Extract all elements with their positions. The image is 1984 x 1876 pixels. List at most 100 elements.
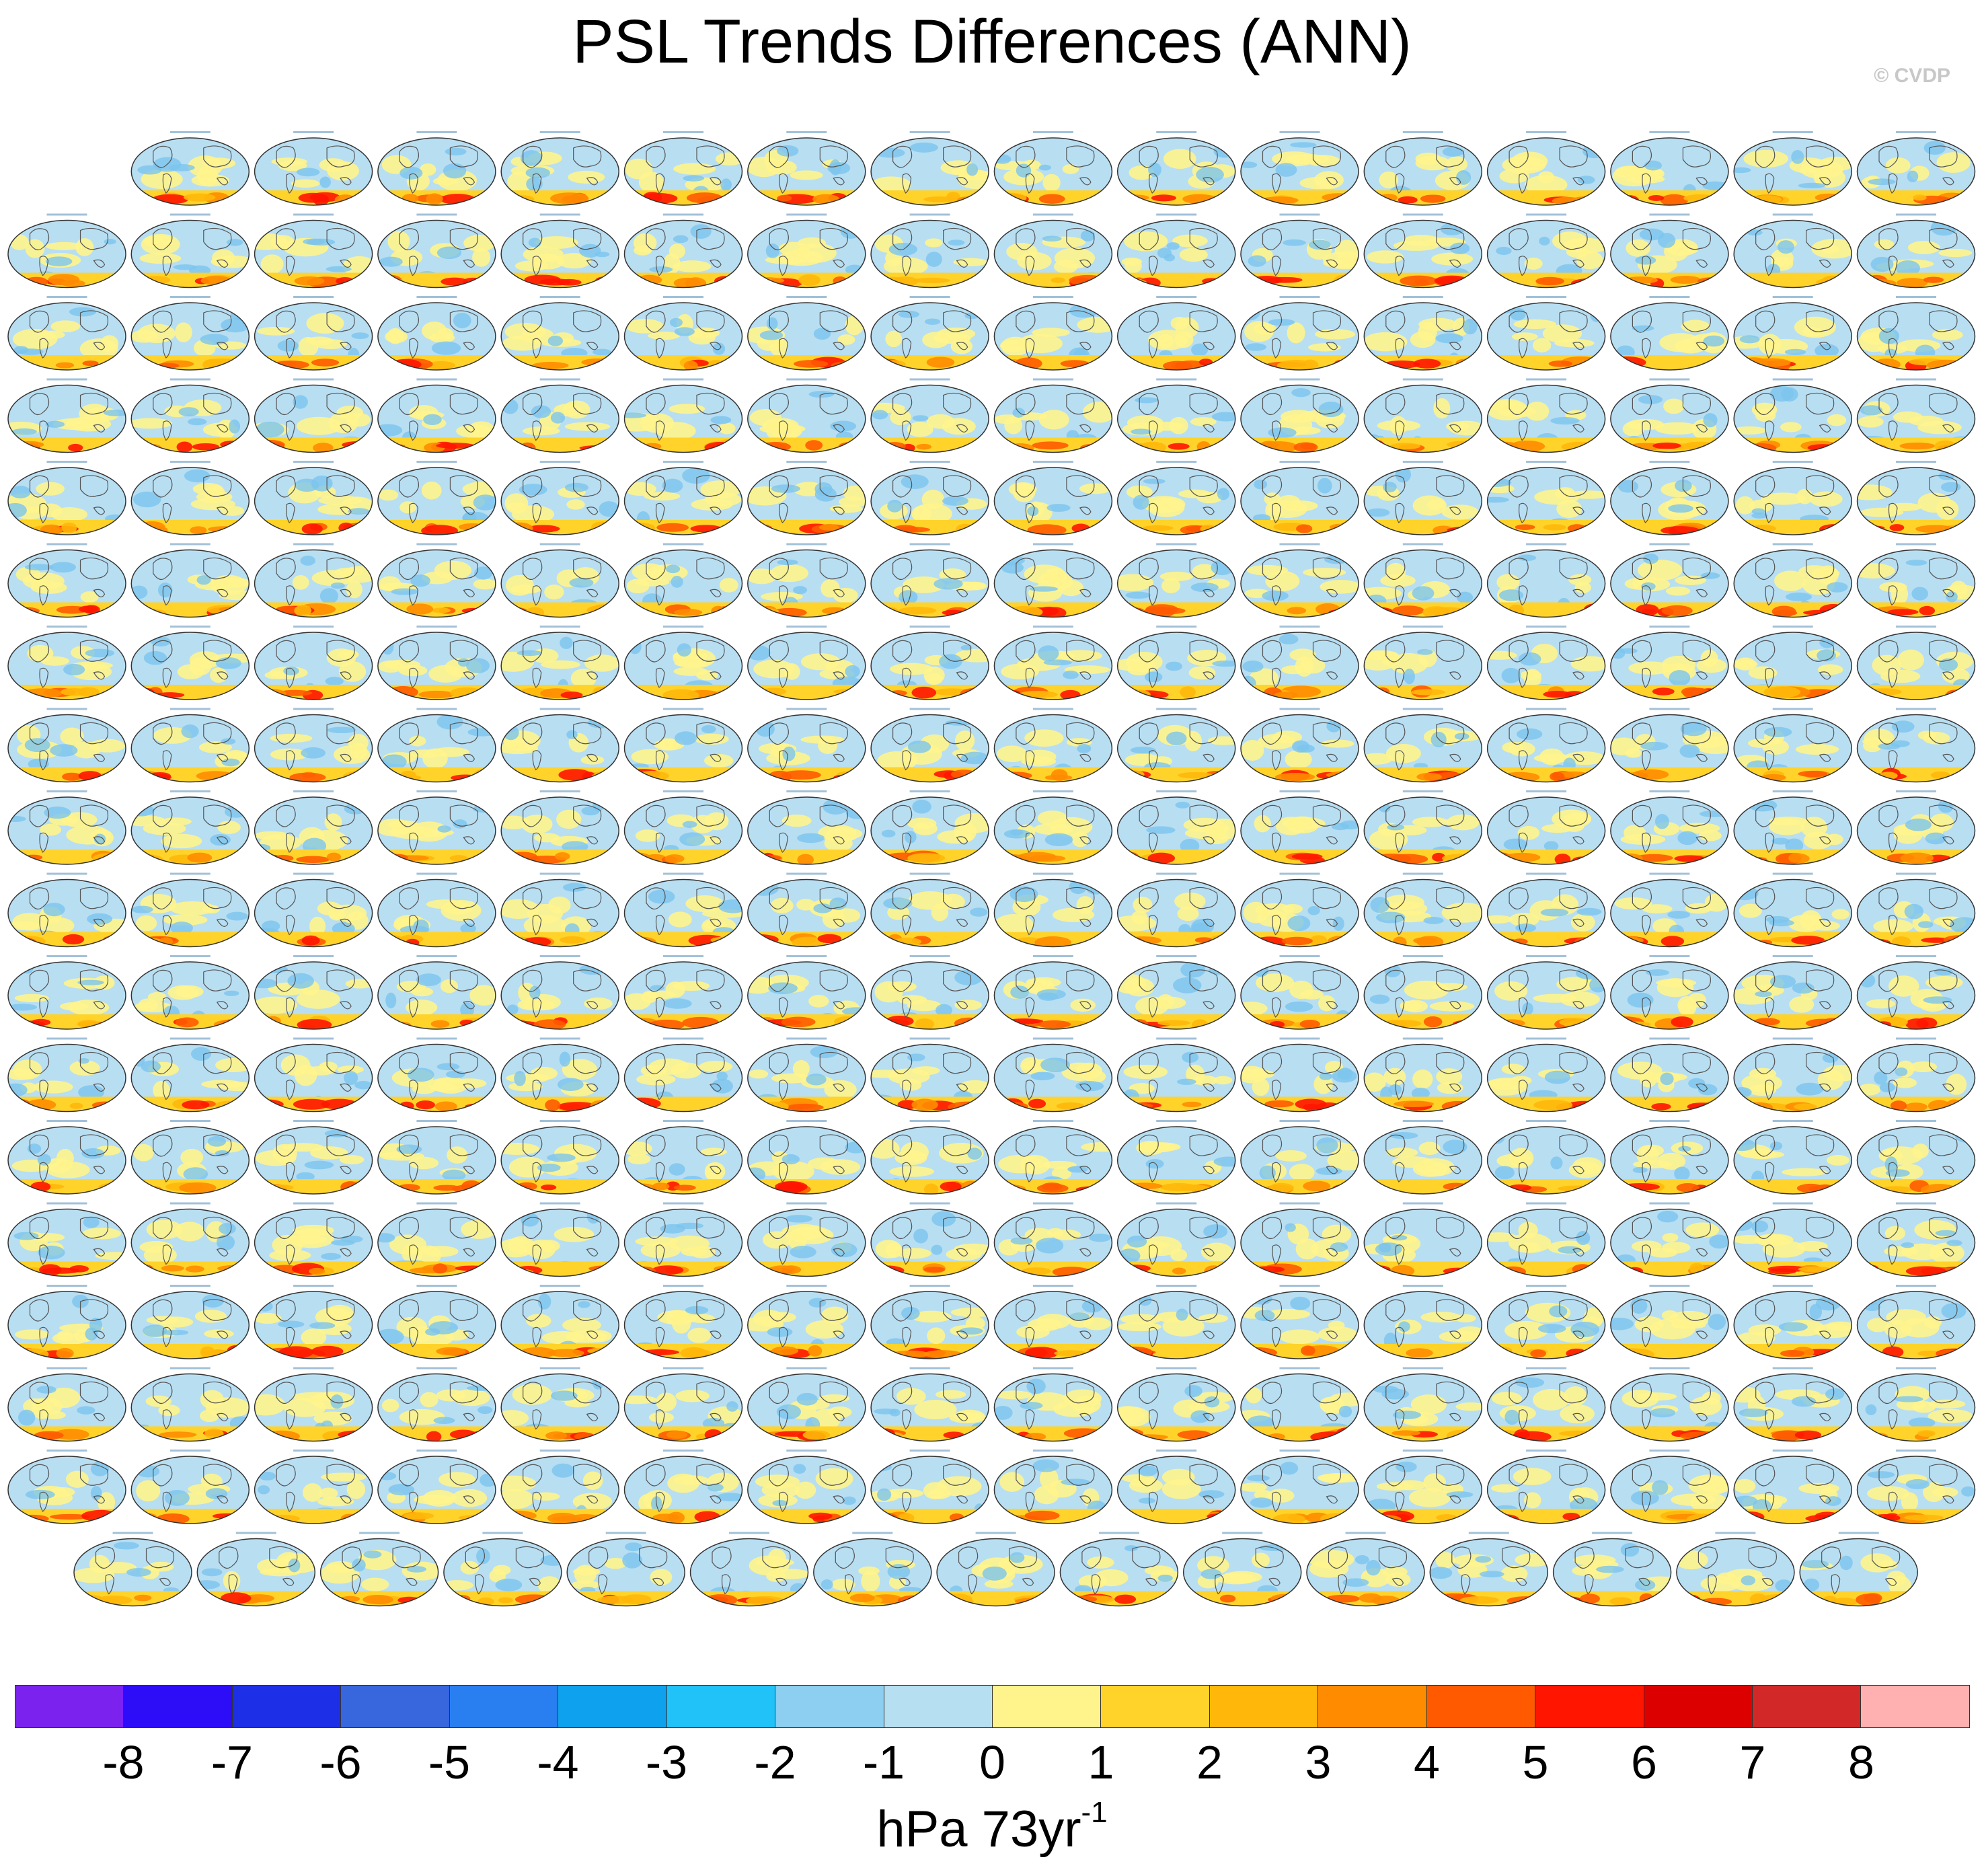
map-panel bbox=[7, 1450, 126, 1524]
colorbar-tick-label: -4 bbox=[537, 1736, 579, 1789]
map-panel bbox=[993, 1037, 1113, 1113]
map-panel bbox=[1610, 296, 1729, 371]
map-panel bbox=[1486, 543, 1606, 618]
map-panel bbox=[870, 1120, 989, 1195]
colorbar-box bbox=[1101, 1686, 1210, 1727]
map-panel bbox=[254, 872, 373, 948]
map-panel bbox=[130, 1037, 250, 1113]
map-panel bbox=[623, 1367, 743, 1442]
map-panel bbox=[500, 461, 619, 535]
map-panel bbox=[1363, 1120, 1483, 1195]
map-panel bbox=[7, 1120, 126, 1195]
map-panel bbox=[623, 1450, 743, 1524]
map-panel bbox=[1856, 543, 1976, 618]
map-panel bbox=[623, 708, 743, 783]
map-panel bbox=[993, 1450, 1113, 1524]
map-panel bbox=[1733, 1120, 1852, 1195]
map-panel bbox=[500, 790, 619, 865]
map-panel bbox=[500, 1202, 619, 1277]
map-panel bbox=[1240, 1450, 1359, 1524]
map-panel bbox=[623, 955, 743, 1030]
map-panel bbox=[7, 626, 126, 700]
map-panel bbox=[870, 872, 989, 948]
map-panel bbox=[1610, 461, 1729, 535]
map-panel bbox=[747, 790, 866, 865]
map-panel bbox=[254, 131, 373, 206]
map-panel bbox=[1733, 1037, 1852, 1113]
map-panel bbox=[130, 872, 250, 948]
map-panel bbox=[1610, 378, 1729, 453]
map-panel bbox=[7, 955, 126, 1030]
map-panel bbox=[1116, 378, 1236, 453]
map-panel bbox=[1240, 955, 1359, 1030]
map-panel bbox=[1116, 213, 1236, 289]
map-panel bbox=[1856, 1120, 1976, 1195]
map-panel bbox=[1116, 1367, 1236, 1442]
map-panel bbox=[500, 213, 619, 289]
map-panel bbox=[377, 955, 496, 1030]
map-panel bbox=[130, 543, 250, 618]
map-panel bbox=[1733, 543, 1852, 618]
map-panel bbox=[747, 626, 866, 700]
map-panel bbox=[254, 1037, 373, 1113]
copyright-label: © CVDP bbox=[1874, 65, 1950, 87]
map-panel bbox=[1240, 708, 1359, 783]
map-panel bbox=[1116, 543, 1236, 618]
map-panel bbox=[1799, 1532, 1918, 1607]
map-panel bbox=[1363, 213, 1483, 289]
map-panel bbox=[500, 872, 619, 948]
map-panel bbox=[1240, 790, 1359, 865]
map-panel bbox=[1733, 1285, 1852, 1359]
map-panel bbox=[1733, 955, 1852, 1030]
map-panel bbox=[1486, 626, 1606, 700]
map-panel bbox=[1856, 1285, 1976, 1359]
map-panel bbox=[130, 1367, 250, 1442]
map-panel bbox=[993, 296, 1113, 371]
colorbar-box bbox=[1318, 1686, 1427, 1727]
map-panel bbox=[623, 1037, 743, 1113]
map-panel bbox=[1429, 1532, 1549, 1607]
map-panel bbox=[1116, 626, 1236, 700]
map-panel bbox=[1733, 1202, 1852, 1277]
colorbar-box bbox=[1209, 1686, 1319, 1727]
map-panel bbox=[1486, 1367, 1606, 1442]
map-panel bbox=[377, 543, 496, 618]
colorbar-box bbox=[775, 1686, 884, 1727]
colorbar-box bbox=[232, 1686, 342, 1727]
map-panel bbox=[1610, 626, 1729, 700]
map-panel bbox=[1610, 955, 1729, 1030]
map-panel bbox=[1856, 1450, 1976, 1524]
map-panel bbox=[870, 1285, 989, 1359]
map-panel bbox=[1610, 1120, 1729, 1195]
map-panel bbox=[1486, 131, 1606, 206]
map-panel bbox=[130, 1120, 250, 1195]
map-panel bbox=[1486, 708, 1606, 783]
map-panel bbox=[1182, 1532, 1302, 1607]
map-panel bbox=[377, 1202, 496, 1277]
map-panel bbox=[500, 708, 619, 783]
colorbar-box bbox=[1535, 1686, 1644, 1727]
map-panel bbox=[254, 378, 373, 453]
map-panel bbox=[870, 378, 989, 453]
map-panel bbox=[993, 872, 1113, 948]
colorbar-units-label: hPa 73yr-1 bbox=[0, 1796, 1984, 1859]
colorbar-tick-label: 5 bbox=[1522, 1736, 1549, 1789]
map-panel bbox=[7, 872, 126, 948]
colorbar-tick-label: 3 bbox=[1305, 1736, 1332, 1789]
map-panel bbox=[377, 296, 496, 371]
map-panel bbox=[747, 1450, 866, 1524]
map-panel bbox=[1486, 1120, 1606, 1195]
colorbar-tick-label: 0 bbox=[979, 1736, 1005, 1789]
map-panel bbox=[1856, 1367, 1976, 1442]
map-panel bbox=[623, 131, 743, 206]
map-panel bbox=[1363, 1285, 1483, 1359]
map-panel bbox=[130, 1450, 250, 1524]
map-panel bbox=[623, 1120, 743, 1195]
map-panel bbox=[1306, 1532, 1425, 1607]
map-panel bbox=[1733, 872, 1852, 948]
map-panel bbox=[1733, 1367, 1852, 1442]
map-panel bbox=[254, 1202, 373, 1277]
map-panel bbox=[377, 1367, 496, 1442]
map-panel bbox=[870, 213, 989, 289]
map-panel bbox=[254, 790, 373, 865]
